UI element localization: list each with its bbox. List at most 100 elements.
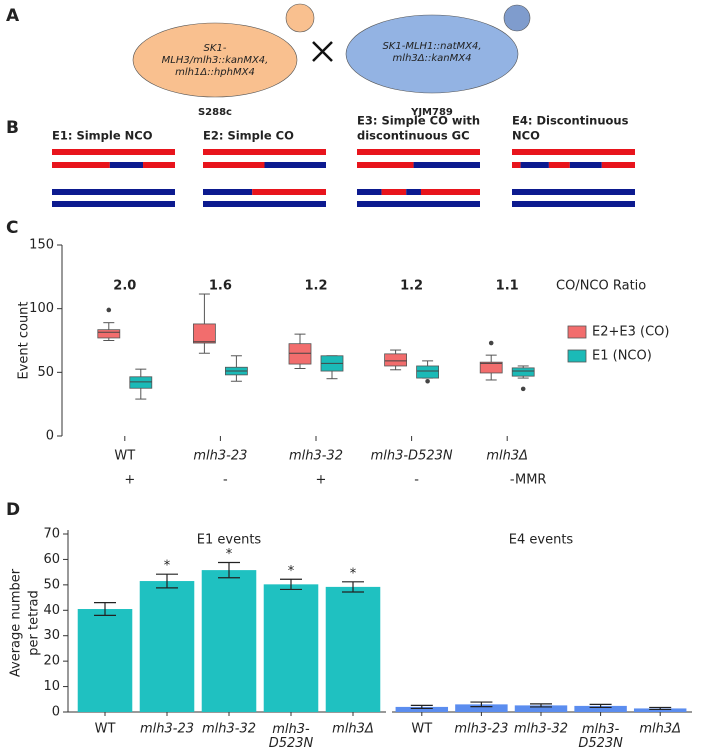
- error-bar: [470, 701, 493, 708]
- event-title: NCO: [512, 129, 540, 143]
- chromatid-segment: [52, 162, 110, 168]
- x-tick-label: mlh3-D523N: [371, 449, 453, 464]
- label-line: mlh3-: [582, 722, 620, 737]
- ratio-label: 1.6: [209, 279, 232, 294]
- chromatid-segment: [52, 189, 175, 195]
- mmr-sign: +: [316, 473, 327, 488]
- y-tick-label: 40: [43, 603, 60, 618]
- bar: [139, 581, 195, 712]
- error-bar: [649, 706, 672, 711]
- genotype-line: mlh3Δ::kanMX4: [393, 53, 472, 64]
- outlier: [488, 340, 494, 346]
- bar: [633, 708, 687, 712]
- y-tick-label: 50: [43, 577, 60, 592]
- y-axis-label: Average number: [9, 568, 24, 677]
- event-title: E4: Discontinuous: [512, 114, 629, 128]
- strain-name: S288c: [198, 107, 232, 118]
- strain-name: YJM789: [410, 107, 453, 118]
- chromatid-segment: [512, 189, 635, 195]
- x-tick-label: mlh3-32: [289, 449, 343, 464]
- chromatid-segment: [512, 149, 635, 155]
- legend-title: CO/NCO Ratio: [556, 279, 646, 294]
- y-tick-label: 20: [43, 654, 60, 669]
- ratio-label: 1.1: [496, 279, 519, 294]
- chromatid-segment: [203, 189, 253, 195]
- legend-swatch: [567, 325, 587, 339]
- label-line: mlh3-: [272, 722, 310, 737]
- y-tick-label: 150: [29, 238, 54, 253]
- bar: [263, 584, 319, 712]
- bar: [325, 586, 381, 712]
- genotype-line: mlh1Δ::hphMX4: [175, 67, 255, 78]
- y-tick-label: 60: [43, 552, 60, 567]
- genotype-line: MLH3/mlh3::kanMX4,: [162, 55, 269, 66]
- box: [288, 343, 312, 365]
- strains: SK1-MLH3/mlh3::kanMX4,mlh1Δ::hphMX4S288c…: [162, 41, 482, 118]
- chromatid-segment: [420, 189, 480, 195]
- bar: [201, 570, 257, 712]
- error-bar: [410, 704, 433, 710]
- cell-bud: [285, 3, 315, 33]
- panel-label: A: [6, 6, 20, 26]
- x-tick-label: mlh3-23: [454, 722, 508, 737]
- y-tick-label: 0: [46, 429, 54, 444]
- event-title: E2: Simple CO: [203, 129, 294, 143]
- box: [479, 361, 503, 374]
- error-bar: [589, 703, 612, 709]
- mmr-label: MMR: [515, 473, 546, 488]
- chromatid-segment: [413, 162, 480, 168]
- bar: [395, 706, 449, 712]
- box: [416, 365, 440, 379]
- error-bar: [156, 573, 178, 589]
- chromatid-segment: [548, 162, 570, 168]
- mmr-sign: -: [223, 473, 228, 488]
- box: [192, 323, 216, 344]
- significance-mark: *: [164, 559, 171, 574]
- chromatid-segment: [512, 201, 635, 207]
- y-tick-label: 70: [43, 527, 60, 542]
- chart-title: E1 events: [197, 533, 262, 548]
- event-title: E1: Simple NCO: [52, 129, 153, 143]
- chromatid-segment: [406, 189, 421, 195]
- x-tick-label: mlh3-23: [140, 722, 194, 737]
- error-bar: [530, 703, 552, 708]
- error-bar: [342, 581, 364, 593]
- cell: [345, 14, 519, 94]
- event-title: E3: Simple CO with: [357, 114, 480, 128]
- box: [384, 353, 408, 367]
- chromatid-segment: [109, 162, 144, 168]
- outlier: [520, 386, 526, 392]
- chromatid-segment: [264, 162, 326, 168]
- chromatid-segment: [512, 162, 521, 168]
- chromatid-segment: [357, 201, 480, 207]
- chromatid-segment: [357, 162, 414, 168]
- y-axis-label: per tetrad: [27, 590, 42, 655]
- x-tick-label: WT: [411, 722, 432, 737]
- panel-label: D: [6, 500, 20, 520]
- error-bar: [218, 561, 240, 579]
- y-tick-label: 10: [43, 679, 60, 694]
- y-tick-label: 0: [52, 705, 60, 720]
- chromatid-segment: [203, 201, 326, 207]
- legend-label: E2+E3 (CO): [592, 325, 669, 340]
- legend-swatch: [567, 349, 587, 363]
- mmr-sign: -: [414, 473, 419, 488]
- label-line: D523N: [269, 736, 314, 751]
- y-axis-label: Event count: [17, 301, 32, 379]
- cell-bud: [503, 4, 531, 32]
- bar: [77, 609, 133, 712]
- chromatid-segment: [520, 162, 549, 168]
- x-tick-label: mlh3-D523N: [578, 722, 623, 751]
- significance-mark: *: [350, 566, 357, 581]
- bar: [455, 704, 508, 712]
- cross-symbol: [312, 41, 333, 62]
- box: [97, 329, 121, 339]
- chromatid-segment: [381, 189, 407, 195]
- chromatid-segment: [143, 162, 175, 168]
- chromatid-segment: [203, 149, 326, 155]
- schematics: E1: Simple NCO E2: Simple CO E3: Simple CO…: [52, 114, 635, 207]
- x-tick-label: mlh3Δ: [486, 449, 528, 464]
- panel-label: B: [6, 118, 19, 138]
- chromatid-segment: [52, 201, 175, 207]
